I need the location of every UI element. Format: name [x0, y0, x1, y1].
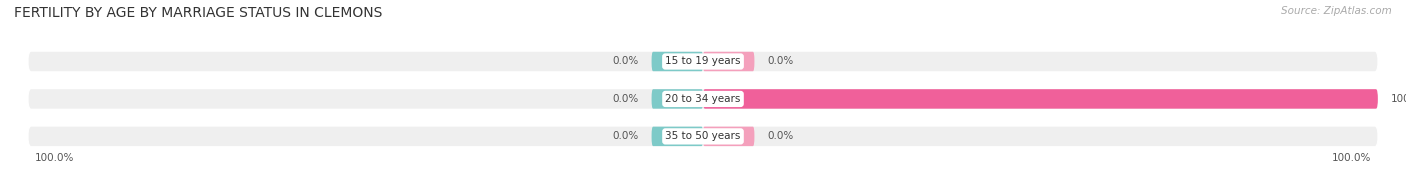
Text: 0.0%: 0.0% [613, 131, 638, 141]
Text: 0.0%: 0.0% [613, 56, 638, 66]
Text: 0.0%: 0.0% [768, 56, 793, 66]
FancyBboxPatch shape [28, 89, 1378, 109]
FancyBboxPatch shape [28, 127, 1378, 146]
Text: Source: ZipAtlas.com: Source: ZipAtlas.com [1281, 6, 1392, 16]
FancyBboxPatch shape [703, 52, 755, 71]
FancyBboxPatch shape [28, 52, 1378, 71]
Text: 0.0%: 0.0% [613, 94, 638, 104]
FancyBboxPatch shape [703, 127, 755, 146]
FancyBboxPatch shape [651, 89, 703, 109]
Text: 20 to 34 years: 20 to 34 years [665, 94, 741, 104]
Text: 15 to 19 years: 15 to 19 years [665, 56, 741, 66]
Text: 100.0%: 100.0% [35, 153, 75, 163]
Text: 100.0%: 100.0% [1331, 153, 1371, 163]
FancyBboxPatch shape [651, 127, 703, 146]
Text: FERTILITY BY AGE BY MARRIAGE STATUS IN CLEMONS: FERTILITY BY AGE BY MARRIAGE STATUS IN C… [14, 6, 382, 20]
Text: 100.0%: 100.0% [1391, 94, 1406, 104]
Text: 0.0%: 0.0% [768, 131, 793, 141]
FancyBboxPatch shape [703, 89, 1378, 109]
FancyBboxPatch shape [651, 52, 703, 71]
Text: 35 to 50 years: 35 to 50 years [665, 131, 741, 141]
